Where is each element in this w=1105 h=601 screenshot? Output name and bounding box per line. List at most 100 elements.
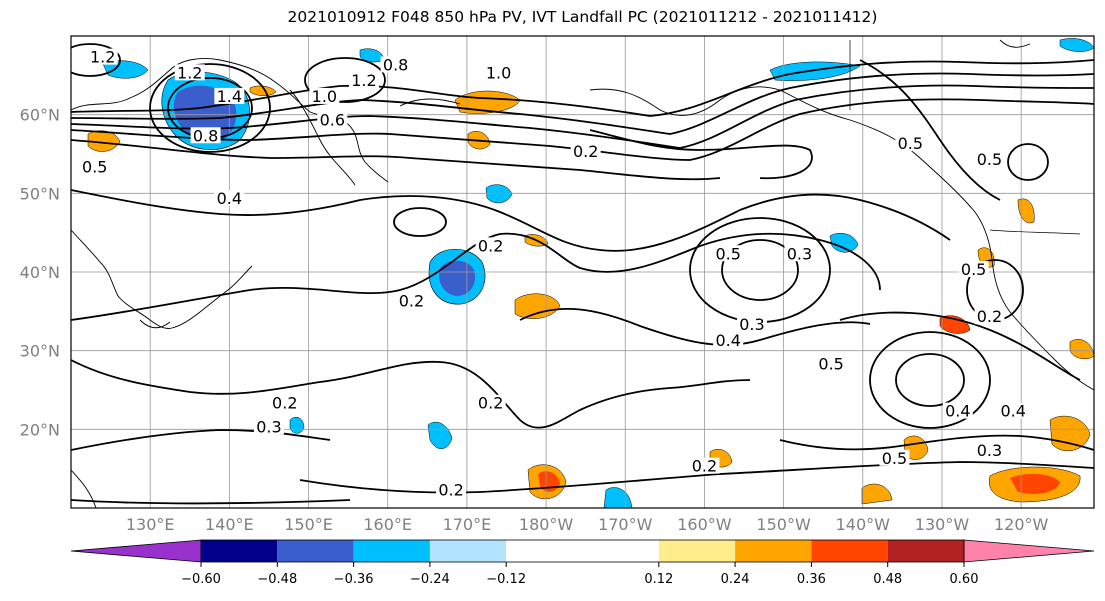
map-frame xyxy=(70,35,1095,509)
contour-label-13: 0.2 xyxy=(399,291,424,310)
colorbar-tick-label-6: 0.24 xyxy=(721,572,750,587)
colorbar-segment-2 xyxy=(353,540,430,562)
contour-label-bg-25 xyxy=(475,394,506,411)
contour-label-25: 0.2 xyxy=(478,394,503,413)
colorbar-tick-label-0: −0.60 xyxy=(181,572,221,587)
contour-label-bg-16 xyxy=(713,331,744,348)
lon-label-2: 150°E xyxy=(284,515,333,534)
neg-anomaly-small-2 xyxy=(485,184,513,204)
contour-label-17: 0.3 xyxy=(739,315,764,334)
contour-label-0: 1.2 xyxy=(90,48,115,67)
longitude-labels: 130°E 140°E 150°E 160°E 170°E 180°W 170°W 160°W… xyxy=(126,515,1049,534)
contour-label-bg-28 xyxy=(879,449,910,466)
contour-label-bg-23 xyxy=(269,394,300,411)
contour-label-22: 0.5 xyxy=(818,354,843,373)
contour-label-28: 0.5 xyxy=(882,449,907,468)
pv-contour-midlat-3 xyxy=(519,307,871,346)
colorbar-segment-3 xyxy=(429,540,507,562)
contour-labels: 1.2 1.2 1.4 1.2 0.8 1.0 0.6 1.0 0.8 0.5 0.4 0.2 0.2 0… xyxy=(79,48,1029,499)
colorbar-tick-label-5: 0.12 xyxy=(644,572,673,587)
lon-label-1: 140°E xyxy=(205,515,254,534)
contour-label-bg-30 xyxy=(689,457,720,474)
colorbar-tick-label-2: −0.36 xyxy=(334,572,374,587)
contour-label-bg-8 xyxy=(190,127,221,144)
colorbar-frame xyxy=(200,539,965,563)
colorbar-extend-low xyxy=(70,539,202,563)
contour-label-11: 0.2 xyxy=(573,142,598,161)
pos-anomaly-3 xyxy=(514,293,561,319)
neg-anomaly-small-3 xyxy=(829,233,859,253)
pv-contour-closed-5 xyxy=(895,353,965,407)
pos-anomaly-5-core xyxy=(1010,473,1060,494)
colorbar-segment-8 xyxy=(887,540,964,562)
contour-label-5: 1.0 xyxy=(312,87,337,106)
pv-contour-jet-5 xyxy=(71,139,721,181)
contour-label-bg-26 xyxy=(942,402,973,419)
contour-label-18: 0.5 xyxy=(898,134,923,153)
colorbar-tick-label-9: 0.60 xyxy=(950,572,979,587)
contour-label-bg-9 xyxy=(79,158,110,175)
contour-label-bg-2 xyxy=(214,87,245,104)
contour-label-bg-15 xyxy=(784,245,815,262)
pv-contour-closed-7 xyxy=(1007,143,1049,181)
pv-contour-subtrop-1 xyxy=(71,359,751,429)
contour-label-bg-21 xyxy=(974,308,1005,325)
coastline-aleutians-west xyxy=(399,98,461,107)
pv-contour-midlat-1 xyxy=(71,189,951,252)
contour-label-6: 0.6 xyxy=(320,111,345,130)
contour-label-bg-20 xyxy=(958,261,989,277)
contour-label-bg-0 xyxy=(87,48,118,65)
coastline-kamchatka xyxy=(289,89,356,186)
colorbar-segment-1 xyxy=(277,540,354,562)
contour-label-21: 0.2 xyxy=(977,307,1002,326)
pv-contour-south-3 xyxy=(779,434,1094,451)
contour-label-bg-4 xyxy=(380,56,411,73)
pv-contour-closed-2 xyxy=(721,239,799,301)
latitude-labels: 60°N 50°N 40°N 30°N 20°N xyxy=(20,106,60,440)
contour-label-bg-1 xyxy=(174,64,205,81)
contour-label-8: 0.8 xyxy=(193,126,218,145)
neg-anomaly-dateline-core xyxy=(438,260,476,296)
lat-label-2: 40°N xyxy=(20,263,60,282)
contour-label-bg-10 xyxy=(214,190,245,207)
colorbar-tick-label-1: −0.48 xyxy=(257,572,297,587)
contour-label-1: 1.2 xyxy=(177,63,202,82)
pv-contour-midlat-2 xyxy=(71,232,881,321)
pv-contours xyxy=(71,43,1094,505)
colorbar-segment-4 xyxy=(506,540,659,562)
colorbar-tick-label-3: −0.24 xyxy=(410,572,450,587)
lon-label-7: 160°W xyxy=(677,515,732,534)
lon-label-8: 150°W xyxy=(756,515,811,534)
contour-label-bg-13 xyxy=(396,292,427,309)
colorbar-segment-5 xyxy=(658,540,736,562)
contour-label-bg-7 xyxy=(483,64,514,81)
contour-label-bg-24 xyxy=(253,418,284,435)
colorbar-tick-label-8: 0.48 xyxy=(873,572,902,587)
contour-label-bg-22 xyxy=(816,355,847,372)
colorbar: −0.60 −0.48 −0.36 −0.24 −0.12 0.12 0.24 0.36 0.4… xyxy=(70,539,1095,587)
colorbar-tick-label-7: 0.36 xyxy=(797,572,826,587)
pv-contour-closed-4 xyxy=(869,331,991,429)
contour-label-30: 0.2 xyxy=(692,457,717,476)
coastline-alaska-south xyxy=(589,86,781,116)
pv-contour-okhotsk-3 xyxy=(304,57,386,103)
lat-label-0: 60°N xyxy=(20,106,60,125)
contour-label-9: 0.5 xyxy=(82,158,107,177)
contour-label-14: 0.5 xyxy=(715,244,740,263)
contour-label-bg-19 xyxy=(974,150,1005,167)
pv-contour-south-1 xyxy=(299,461,1094,494)
lat-label-1: 50°N xyxy=(20,184,60,203)
pv-contour-east-1 xyxy=(839,311,1081,381)
contour-label-16: 0.4 xyxy=(715,331,740,350)
contour-label-bg-31 xyxy=(436,481,467,498)
contour-label-4: 0.8 xyxy=(383,55,408,74)
coastline-japan xyxy=(139,319,171,329)
pv-contour-jet-2 xyxy=(71,72,1094,135)
pv-contour-south-2 xyxy=(71,499,351,505)
coastlines xyxy=(71,39,1094,508)
lon-label-6: 170°W xyxy=(598,515,653,534)
pos-anomaly-16 xyxy=(249,85,277,96)
lon-label-10: 130°W xyxy=(915,515,970,534)
lon-label-4: 170°E xyxy=(443,515,492,534)
pv-contour-aleutian xyxy=(589,129,813,180)
